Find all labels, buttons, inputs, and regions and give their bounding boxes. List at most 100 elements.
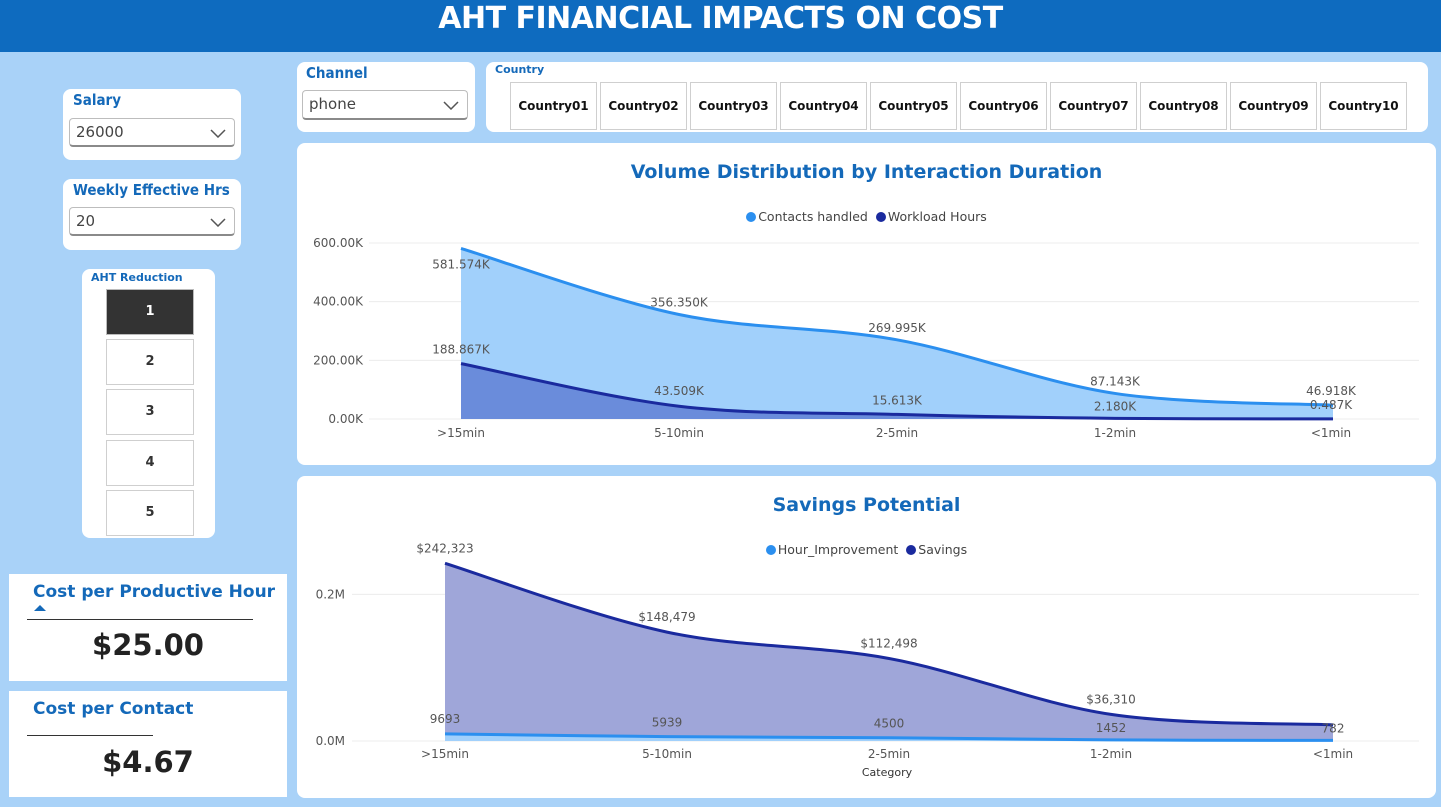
kpi-divider bbox=[27, 619, 253, 620]
y-tick-label: 600.00K bbox=[313, 236, 364, 250]
salary-value: 26000 bbox=[76, 123, 124, 141]
chart-legend: Contacts handled Workload Hours bbox=[297, 209, 1436, 224]
legend-item[interactable]: Contacts handled bbox=[746, 209, 868, 224]
weekly-hours-value: 20 bbox=[76, 212, 96, 230]
legend-dot-icon bbox=[875, 212, 886, 222]
cost-per-contact-value: $4.67 bbox=[102, 745, 194, 779]
volume-distribution-chart: Volume Distribution by Interaction Durat… bbox=[297, 143, 1436, 465]
aht-option-1[interactable]: 1 bbox=[106, 289, 194, 335]
series-line bbox=[444, 732, 1334, 742]
cost-per-contact-card: Cost per Contact $4.67 bbox=[9, 691, 287, 797]
data-label: 5939 bbox=[652, 716, 683, 730]
weekly-hours-label: Weekly Effective Hrs bbox=[73, 181, 230, 199]
country-option[interactable]: Country03 bbox=[690, 82, 777, 130]
series-line bbox=[444, 561, 1334, 727]
page-header: AHT FINANCIAL IMPACTS ON COST bbox=[0, 0, 1441, 52]
data-label: 87.143K bbox=[1090, 374, 1141, 388]
channel-dropdown[interactable]: phone bbox=[302, 90, 468, 120]
aht-option-4[interactable]: 4 bbox=[106, 440, 194, 486]
data-label: 1452 bbox=[1096, 721, 1127, 735]
aht-option-5[interactable]: 5 bbox=[106, 490, 194, 536]
legend-label: Savings bbox=[918, 542, 968, 557]
channel-slicer: Channel phone bbox=[297, 62, 475, 132]
data-label: 0.487K bbox=[1310, 398, 1353, 412]
weekly-hours-slicer: Weekly Effective Hrs 20 bbox=[63, 179, 241, 250]
chevron-down-icon bbox=[210, 218, 226, 227]
legend-label: Hour_Improvement bbox=[777, 542, 899, 557]
legend-dot-icon bbox=[906, 545, 917, 555]
aht-option-2[interactable]: 2 bbox=[106, 339, 194, 385]
country-option[interactable]: Country09 bbox=[1230, 82, 1317, 130]
chevron-down-icon bbox=[443, 101, 459, 110]
data-label: 356.350K bbox=[650, 295, 709, 309]
cost-per-hour-card: Cost per Productive Hour $25.00 bbox=[9, 574, 287, 681]
x-axis-title: Category bbox=[861, 766, 913, 779]
series-area bbox=[445, 563, 1333, 741]
channel-value: phone bbox=[309, 95, 356, 113]
savings-potential-chart: Savings Potential Hour_Improvement Savin… bbox=[297, 476, 1436, 798]
data-label: 188.867K bbox=[432, 343, 491, 357]
country-option[interactable]: Country07 bbox=[1050, 82, 1137, 130]
cost-per-hour-label: Cost per Productive Hour bbox=[33, 582, 276, 602]
salary-slicer: Salary 26000 bbox=[63, 89, 241, 160]
data-label: 46.918K bbox=[1306, 384, 1357, 398]
data-label: 2.180K bbox=[1094, 399, 1137, 413]
country-option[interactable]: Country06 bbox=[960, 82, 1047, 130]
legend-label: Contacts handled bbox=[758, 209, 868, 224]
salary-label: Salary bbox=[73, 91, 122, 109]
x-tick-label: 1-2min bbox=[1090, 747, 1132, 761]
country-slicer: Country Country01 Country02 Country03 Co… bbox=[486, 62, 1428, 132]
aht-reduction-label: AHT Reduction bbox=[91, 271, 183, 284]
data-label: $36,310 bbox=[1086, 692, 1136, 706]
data-label: $112,498 bbox=[860, 637, 917, 651]
data-label: 43.509K bbox=[654, 384, 705, 398]
country-option[interactable]: Country02 bbox=[600, 82, 687, 130]
data-label: 269.995K bbox=[868, 321, 927, 335]
country-option[interactable]: Country01 bbox=[510, 82, 597, 130]
sort-up-icon bbox=[34, 605, 46, 611]
series-line bbox=[460, 362, 1334, 421]
aht-reduction-slicer: AHT Reduction 1 2 3 4 5 bbox=[82, 269, 215, 538]
y-tick-label: 0.00K bbox=[328, 412, 364, 426]
cost-per-contact-label: Cost per Contact bbox=[33, 699, 194, 719]
aht-option-3[interactable]: 3 bbox=[106, 389, 194, 435]
kpi-divider bbox=[27, 735, 153, 736]
series-area bbox=[461, 363, 1333, 419]
x-tick-label: 1-2min bbox=[1094, 426, 1136, 440]
y-tick-label: 200.00K bbox=[313, 353, 364, 367]
data-label: 9693 bbox=[430, 712, 461, 726]
country-option[interactable]: Country08 bbox=[1140, 82, 1227, 130]
chart-plot: 0.2M 0.0M 9693 5939 4500 1452 782 $242,323 $148,… bbox=[316, 541, 1419, 761]
y-tick-label: 0.2M bbox=[316, 587, 345, 601]
x-tick-label: 5-10min bbox=[642, 747, 692, 761]
legend-dot-icon bbox=[765, 545, 776, 555]
series-area bbox=[445, 733, 1333, 741]
legend-item[interactable]: Workload Hours bbox=[875, 209, 987, 224]
cost-per-hour-value: $25.00 bbox=[92, 628, 204, 662]
legend-label: Workload Hours bbox=[887, 209, 987, 224]
channel-label: Channel bbox=[306, 64, 368, 82]
x-tick-label: >15min bbox=[421, 747, 469, 761]
weekly-hours-dropdown[interactable]: 20 bbox=[69, 207, 235, 236]
data-label: 4500 bbox=[874, 717, 905, 731]
x-tick-label: <1min bbox=[1311, 426, 1351, 440]
x-tick-label: 2-5min bbox=[868, 747, 910, 761]
chart-plot: 600.00K 400.00K 200.00K 0.00K 581.574K 356.35… bbox=[313, 236, 1419, 440]
data-label: $148,479 bbox=[638, 610, 695, 624]
series-area bbox=[461, 248, 1333, 419]
series-line bbox=[460, 246, 1334, 407]
y-tick-label: 400.00K bbox=[313, 295, 364, 309]
salary-dropdown[interactable]: 26000 bbox=[69, 118, 235, 147]
country-option[interactable]: Country05 bbox=[870, 82, 957, 130]
data-label: 782 bbox=[1322, 721, 1345, 735]
country-option[interactable]: Country04 bbox=[780, 82, 867, 130]
data-label: 581.574K bbox=[432, 257, 491, 271]
legend-item[interactable]: Savings bbox=[906, 542, 967, 557]
chart-title: Savings Potential bbox=[772, 494, 961, 516]
legend-item[interactable]: Hour_Improvement bbox=[765, 542, 899, 557]
data-label: 15.613K bbox=[872, 393, 923, 407]
x-tick-label: 2-5min bbox=[876, 426, 918, 440]
y-tick-label: 0.0M bbox=[316, 734, 345, 748]
country-label: Country bbox=[495, 63, 545, 76]
country-option[interactable]: Country10 bbox=[1320, 82, 1407, 130]
